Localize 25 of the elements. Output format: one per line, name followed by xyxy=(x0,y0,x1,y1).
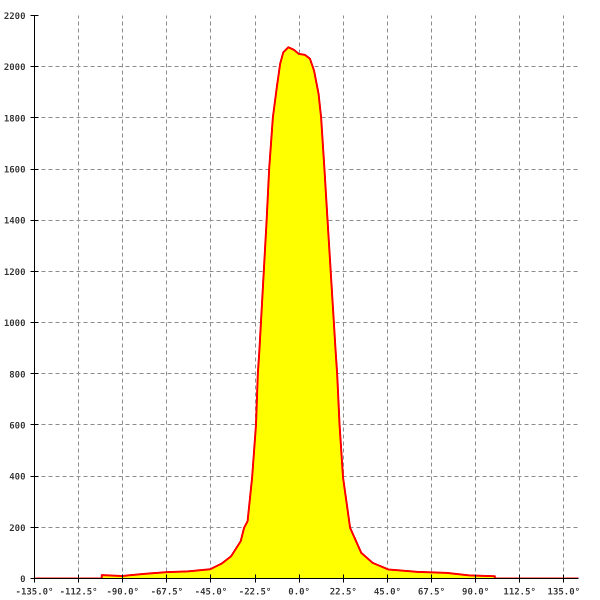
y-tick-label: 2000 xyxy=(4,63,26,74)
x-tick-label: -112.5° xyxy=(60,588,98,598)
x-tick-label: -135.0° xyxy=(16,588,54,598)
y-tick-label: 1000 xyxy=(4,319,26,330)
y-tick-label: 2200 xyxy=(4,12,26,22)
x-tick-label: -90.0° xyxy=(106,588,139,598)
y-tick-label: 600 xyxy=(9,421,26,432)
x-tick-label: 22.5° xyxy=(330,588,357,598)
x-tick-label: 90.0° xyxy=(462,588,490,598)
y-tick-label: 1800 xyxy=(4,114,26,124)
y-tick-label: 1400 xyxy=(4,216,26,227)
x-tick-label: -22.5° xyxy=(238,588,272,598)
x-tick-label: 45.0° xyxy=(374,588,401,598)
y-tick-label: 400 xyxy=(9,472,26,483)
y-tick-label: 1200 xyxy=(4,268,26,278)
y-tick-label: 200 xyxy=(9,524,26,534)
y-tick-label: 0 xyxy=(20,575,26,585)
x-tick-label: 0.0° xyxy=(288,588,310,598)
x-tick-label: -45.0° xyxy=(194,588,228,598)
x-tick-label: 135.0° xyxy=(548,588,580,598)
y-tick-label: 1600 xyxy=(4,166,26,176)
x-tick-label: 67.5° xyxy=(418,588,446,598)
x-tick-label: 112.5° xyxy=(503,588,536,598)
y-tick-label: 800 xyxy=(9,370,26,380)
x-tick-label: -67.5° xyxy=(150,588,184,598)
